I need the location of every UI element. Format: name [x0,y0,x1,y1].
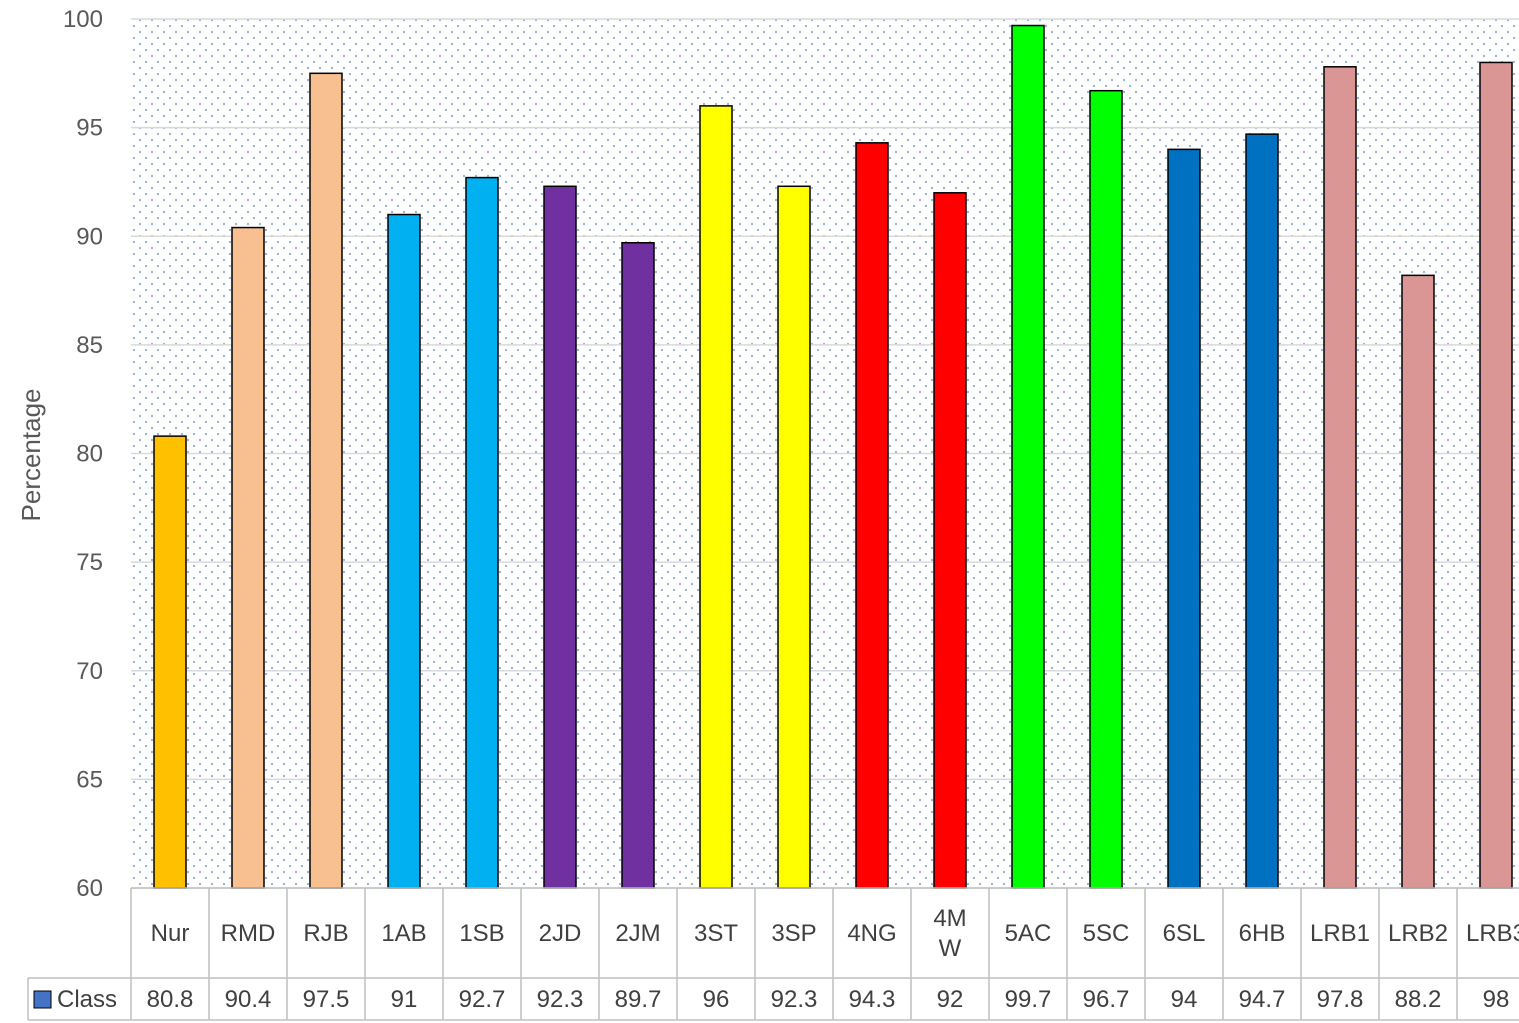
bar [1167,148,1201,889]
data-label: 92.3 [771,986,818,1013]
bar [1479,61,1513,889]
category-label: 1AB [381,920,426,947]
category-label: 3ST [694,920,738,947]
series-name: Class [57,986,117,1013]
category-label: RMD [221,920,276,947]
bar [153,435,187,889]
category-label: W [939,935,962,962]
data-label: 97.5 [303,986,350,1013]
data-label: 96.7 [1083,986,1130,1013]
y-tick-label: 100 [63,6,103,33]
bar [855,142,889,889]
category-label: 3SP [771,920,816,947]
y-tick-label: 85 [76,332,103,359]
data-label: 90.4 [225,986,272,1013]
data-table: Nur 80.8 RMD 90.4 RJB 97.5 1AB 91 1SB 92.7 2JD 92.3… [27,887,1519,1021]
y-tick-label: 90 [76,223,103,250]
data-label: 92.3 [537,986,584,1013]
data-label: 92 [937,986,964,1013]
y-tick-label: 70 [76,658,103,685]
category-label: Nur [151,920,190,947]
data-label: 94 [1171,986,1198,1013]
data-label: 98 [1483,986,1510,1013]
bar [621,242,655,889]
category-label: RJB [303,920,348,947]
data-label: 97.8 [1317,986,1364,1013]
bar [699,105,733,889]
category-label: LRB1 [1310,920,1370,947]
category-label: 5AC [1005,920,1052,947]
category-label: 1SB [459,920,504,947]
y-axis: 60 65 70 75 80 85 90 95 100 Percentage [16,6,103,902]
category-label: 2JM [615,920,660,947]
y-axis-title: Percentage [16,389,46,522]
y-tick-label: 80 [76,441,103,468]
bar [465,176,499,889]
category-label: 6SL [1163,920,1206,947]
data-label: 88.2 [1395,986,1442,1013]
bars [153,24,1513,889]
data-label: 89.7 [615,986,662,1013]
category-label: LRB3 [1466,920,1519,947]
y-tick-label: 60 [76,875,103,902]
legend-swatch [33,990,52,1009]
bar [1323,66,1357,889]
bar [1011,24,1045,889]
data-label: 96 [703,986,730,1013]
bar [777,185,811,889]
y-tick-label: 95 [76,115,103,142]
category-label: 6HB [1239,920,1286,947]
data-label: 94.3 [849,986,896,1013]
bar [231,226,265,889]
category-label: 2JD [539,920,582,947]
data-label: 80.8 [147,986,194,1013]
category-label: LRB2 [1388,920,1448,947]
y-tick-label: 75 [76,549,103,576]
category-label: 4M [933,905,966,932]
data-label: 92.7 [459,986,506,1013]
y-tick-label: 65 [76,766,103,793]
bar [1089,89,1123,889]
bar [387,213,421,889]
bar [1401,274,1435,889]
data-label: 99.7 [1005,986,1052,1013]
category-label: 5SC [1083,920,1130,947]
bar [933,192,967,889]
bar [1245,133,1279,889]
bar [543,185,577,889]
bar [309,72,343,889]
category-label: 4NG [847,920,896,947]
data-label: 91 [391,986,418,1013]
data-label: 94.7 [1239,986,1286,1013]
